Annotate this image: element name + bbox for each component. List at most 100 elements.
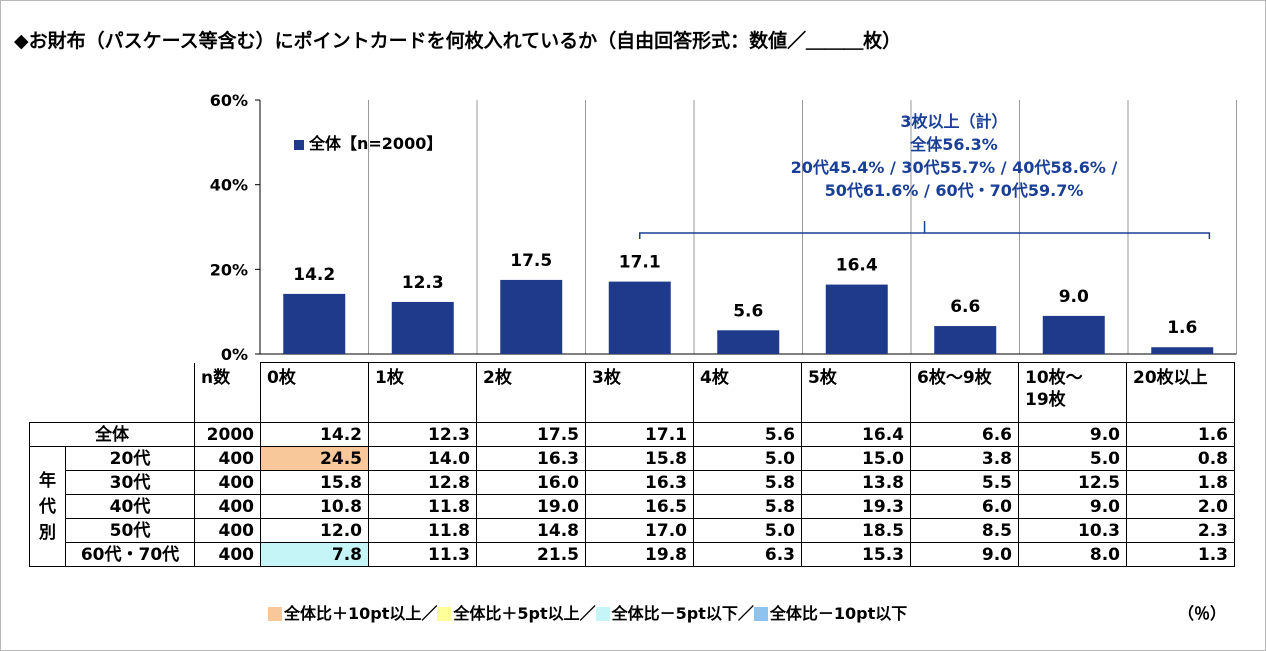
table-cell: 5.8 xyxy=(693,470,802,495)
legend-swatch xyxy=(294,139,304,150)
row-label: 全体 xyxy=(29,422,195,447)
table-cell: 17.0 xyxy=(585,518,694,543)
table-cell: 12.8 xyxy=(368,470,477,495)
table-row: 全体 2000 14.2 12.3 17.5 17.1 5.6 16.4 6.6 9.0 1.6 xyxy=(29,422,1235,447)
table-cell: 1.6 xyxy=(1126,422,1235,447)
value-label: 17.5 xyxy=(510,251,552,271)
table-corner xyxy=(29,362,195,423)
category-header: 6枚～9枚 xyxy=(910,362,1019,423)
table-cell: 3.8 xyxy=(910,446,1019,471)
key-swatch xyxy=(268,607,282,621)
bar xyxy=(283,293,346,354)
row-label: 60代・70代 xyxy=(65,542,195,567)
table-cell: 11.8 xyxy=(368,494,477,519)
value-label: 9.0 xyxy=(1059,287,1089,307)
table-cell: 8.0 xyxy=(1018,542,1127,567)
value-label: 5.6 xyxy=(733,301,763,321)
category-header: 1枚 xyxy=(368,362,477,423)
table-cell: 24.5 xyxy=(260,446,369,471)
table-cell: 9.0 xyxy=(1018,422,1127,447)
table-cell: 14.2 xyxy=(260,422,369,447)
category-header: 20枚以上 xyxy=(1126,362,1235,423)
table-cell: 1.3 xyxy=(1126,542,1235,567)
table-cell: 16.3 xyxy=(476,446,586,471)
table-cell: 2.3 xyxy=(1126,518,1235,543)
key-label: 全体比＋10pt以上／ xyxy=(284,604,438,623)
value-label: 1.6 xyxy=(1167,318,1197,338)
table-cell: 17.5 xyxy=(476,422,586,447)
value-label: 12.3 xyxy=(402,273,444,293)
annotation-line: 3枚以上（計） xyxy=(900,112,1008,131)
table-cell: 11.3 xyxy=(368,542,477,567)
table-cell: 12.5 xyxy=(1018,470,1127,495)
legend-label: 全体【n=2000】 xyxy=(309,134,443,153)
table-cell: 9.0 xyxy=(910,542,1019,567)
table-header-row: n数 0枚 1枚 2枚 3枚 4枚 5枚 6枚～9枚 10枚～ 19枚 20枚以上 xyxy=(29,362,1235,423)
bar-chart: 14.2 12.3 17.5 17.1 5.6 16.4 6.6 9.0 1.6 0% 20% 40… xyxy=(210,91,1237,360)
table-cell: 10.3 xyxy=(1018,518,1127,543)
age-group-label: 年代別 xyxy=(29,446,66,567)
table-cell: 14.8 xyxy=(476,518,586,543)
table-cell: 12.0 xyxy=(260,518,369,543)
category-header: 5枚 xyxy=(801,362,911,423)
bar xyxy=(500,279,563,354)
table-cell: 12.3 xyxy=(368,422,477,447)
bar xyxy=(391,301,454,354)
category-header: 4枚 xyxy=(693,362,802,423)
n-value: 400 xyxy=(194,470,261,495)
table-cell: 5.6 xyxy=(693,422,802,447)
n-value: 400 xyxy=(194,542,261,567)
chart-title: ◆お財布（パスケース等含む）にポイントカードを何枚入れているか（自由回答形式：数… xyxy=(14,30,902,52)
table-cell: 15.3 xyxy=(801,542,911,567)
table-cell: 7.8 xyxy=(260,542,369,567)
key-swatch xyxy=(595,607,610,621)
y-tick-label: 0% xyxy=(221,345,248,360)
key-swatch xyxy=(437,607,452,621)
bar xyxy=(825,284,888,354)
table-row: 年代別 20代 400 24.5 14.0 16.3 15.8 5.0 15.0 3.8 5.0 0.… xyxy=(29,446,1235,567)
table-cell: 5.0 xyxy=(693,518,802,543)
table-cell: 19.3 xyxy=(801,494,911,519)
legend: 全体【n=2000】 xyxy=(294,130,442,154)
table-row: 30代 400 15.8 12.8 16.0 16.3 5.8 13.8 5.5 12.5 1.8 xyxy=(30,470,1235,495)
table-row: 60代・70代 400 7.8 11.3 21.5 19.8 6.3 15.3 9.0 8.0 1.… xyxy=(30,542,1235,567)
table-cell: 5.8 xyxy=(693,494,802,519)
table-cell: 16.3 xyxy=(585,470,694,495)
key-swatch xyxy=(753,607,768,621)
table-cell: 15.8 xyxy=(585,446,694,471)
table-cell: 19.8 xyxy=(585,542,694,567)
key-label: 全体比＋5pt以上／ xyxy=(453,604,596,623)
table-cell: 6.6 xyxy=(910,422,1019,447)
y-axis-ticks: 0% 20% 40% 60% xyxy=(210,91,260,360)
table-cell: 6.3 xyxy=(693,542,802,567)
key-label: 全体比－10pt以下 xyxy=(769,604,908,623)
annotation-line: 20代45.4% / 30代55.7% / 40代58.6% / xyxy=(790,158,1118,177)
bar xyxy=(934,326,997,354)
table-cell: 6.0 xyxy=(910,494,1019,519)
table-cell: 10.8 xyxy=(260,494,369,519)
y-tick-label: 60% xyxy=(210,91,248,110)
table-cell: 17.1 xyxy=(585,422,694,447)
row-label: 30代 xyxy=(65,470,195,495)
annotation-line: 全体56.3% xyxy=(910,135,998,154)
value-label: 16.4 xyxy=(836,256,878,276)
value-label: 17.1 xyxy=(619,253,661,273)
table-cell: 16.0 xyxy=(476,470,586,495)
table-cell: 15.8 xyxy=(260,470,369,495)
highlight-key: 全体比＋10pt以上／ 全体比＋5pt以上／ 全体比－5pt以下／ 全体比－10pt以… xyxy=(268,600,907,624)
unit-label: （％） xyxy=(1178,604,1227,623)
table-cell: 11.8 xyxy=(368,518,477,543)
value-label: 14.2 xyxy=(293,265,335,285)
table-cell: 15.0 xyxy=(801,446,911,471)
annotation-bracket xyxy=(639,221,1211,239)
table-cell: 5.0 xyxy=(1018,446,1127,471)
annotation-line: 50代61.6% / 60代・70代59.7% xyxy=(824,181,1084,200)
table-cell: 1.8 xyxy=(1126,470,1235,495)
table-cell: 16.5 xyxy=(585,494,694,519)
y-tick-label: 40% xyxy=(210,176,248,195)
table-cell: 13.8 xyxy=(801,470,911,495)
n-header: n数 xyxy=(194,362,261,423)
bar xyxy=(717,330,780,354)
category-header: 3枚 xyxy=(585,362,694,423)
table-cell: 2.0 xyxy=(1126,494,1235,519)
